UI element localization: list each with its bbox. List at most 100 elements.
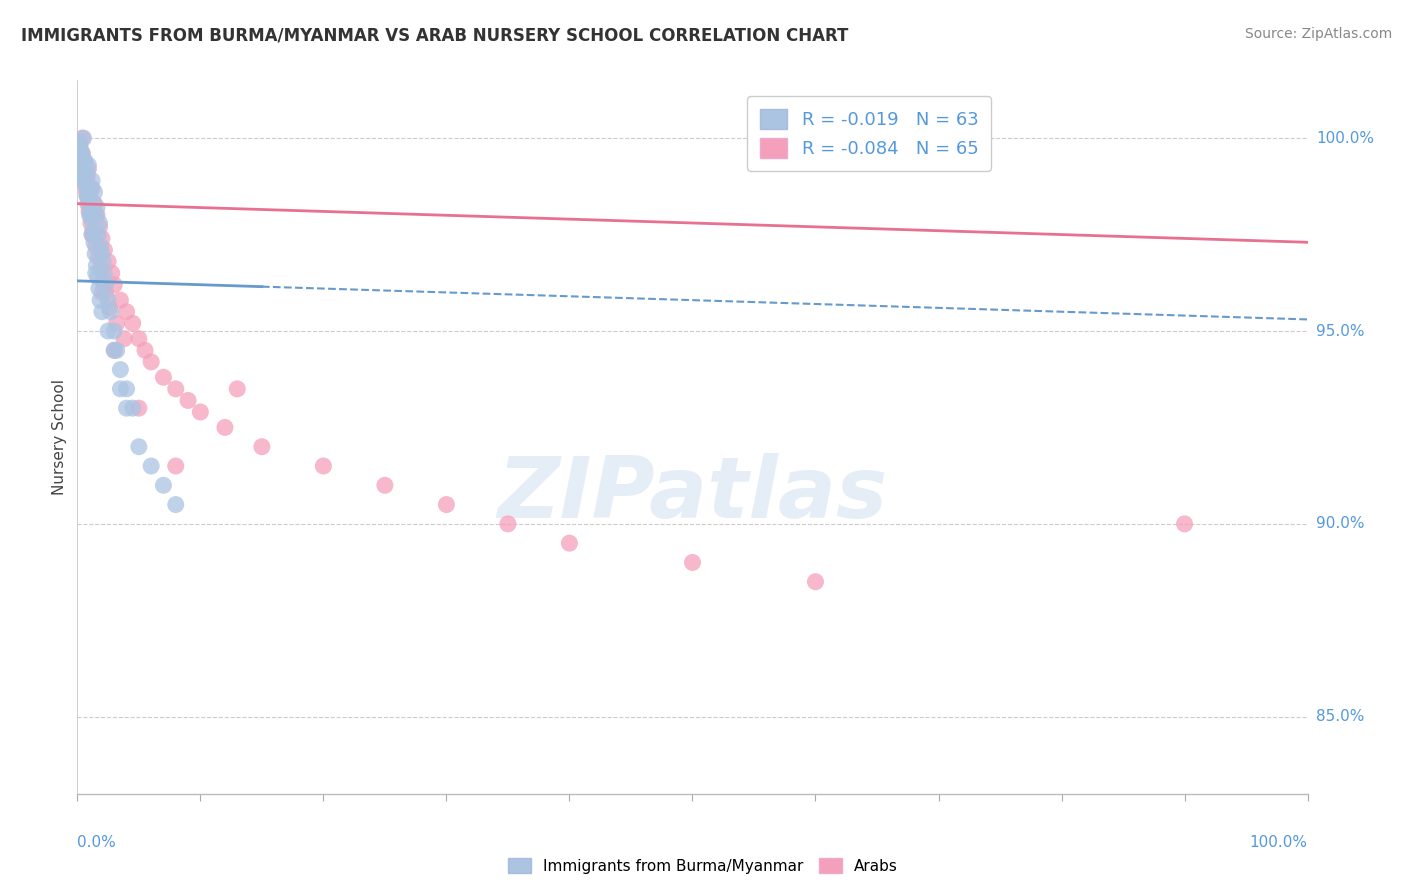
Point [67,135,90,149]
Point [87,227,110,242]
Point [69,150,91,164]
Y-axis label: Nursery School: Nursery School [52,379,67,495]
Point [76,189,98,203]
Point [79,189,101,203]
Point [91,274,114,288]
Point [312,458,335,473]
Point [82,227,104,242]
Point [83,235,105,250]
Point [84,208,107,222]
Point [128,440,150,454]
Point [77,196,100,211]
Point [82,173,104,187]
Point [69,143,91,157]
Point [89,219,111,234]
Point [73,154,96,169]
Point [82,224,104,238]
Text: 90.0%: 90.0% [1316,516,1364,532]
Point [80,216,103,230]
Point [84,266,107,280]
Point [77,158,100,172]
Point [67,143,90,157]
Text: 95.0%: 95.0% [1316,324,1364,338]
Point [436,498,458,512]
Point [73,154,96,169]
Point [79,208,101,222]
Text: 0.0%: 0.0% [77,836,117,850]
Point [103,343,125,358]
Point [165,382,187,396]
Text: Source: ZipAtlas.com: Source: ZipAtlas.com [1244,27,1392,41]
Point [165,458,187,473]
Point [77,161,100,176]
Point [76,189,98,203]
Point [177,393,200,408]
Point [70,131,93,145]
Point [141,355,163,369]
Point [214,420,236,434]
Point [152,370,174,384]
Point [152,478,174,492]
Point [83,185,105,199]
Point [75,173,97,187]
Point [79,189,101,203]
Point [188,405,212,419]
Point [69,139,91,153]
Point [70,146,93,161]
Point [90,247,114,261]
Point [121,401,143,416]
Point [804,574,827,589]
Text: ZIPatlas: ZIPatlas [498,452,887,536]
Point [84,239,107,253]
Point [75,178,97,192]
Point [87,282,110,296]
Point [97,293,120,307]
Point [86,270,108,285]
Point [496,516,519,531]
Point [83,196,105,211]
Point [101,266,124,280]
Point [105,343,128,358]
Point [76,189,98,203]
Point [73,166,96,180]
Point [115,304,138,318]
Point [1174,516,1197,531]
Point [110,293,132,307]
Point [105,316,128,330]
Point [128,332,150,346]
Text: 85.0%: 85.0% [1316,709,1364,724]
Point [80,212,103,227]
Point [87,251,110,265]
Point [93,266,115,280]
Point [90,304,114,318]
Point [121,316,143,330]
Point [558,536,581,550]
Point [134,343,156,358]
Text: 100.0%: 100.0% [1316,130,1374,145]
Point [94,285,117,300]
Point [75,178,97,192]
Point [80,181,103,195]
Point [79,204,101,219]
Point [76,181,98,195]
Point [82,227,104,242]
Point [84,247,107,261]
Point [67,150,90,164]
Point [70,161,93,176]
Point [89,216,111,230]
Point [112,332,135,346]
Point [77,204,100,219]
Point [93,243,115,257]
Point [82,181,104,195]
Point [110,362,132,376]
Point [67,150,90,164]
Point [141,458,163,473]
Point [75,178,97,192]
Point [103,343,125,358]
Point [90,239,112,253]
Point [69,139,91,153]
Point [97,324,120,338]
Point [250,440,273,454]
Point [115,401,138,416]
Point [103,277,125,292]
